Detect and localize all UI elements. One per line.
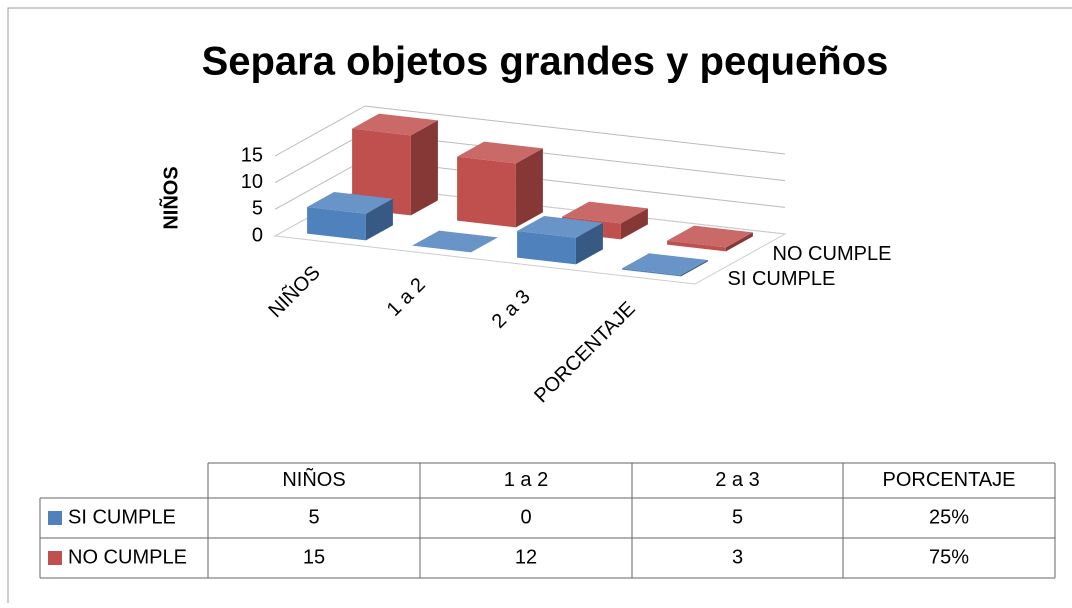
bar-top bbox=[307, 191, 393, 214]
bar-side bbox=[575, 222, 603, 265]
table-cell: 12 bbox=[515, 546, 537, 568]
y-tick-label: 0 bbox=[252, 224, 263, 246]
bar-group bbox=[457, 141, 543, 228]
table-header: 1 a 2 bbox=[504, 469, 548, 491]
y-tick-label: 10 bbox=[241, 171, 263, 193]
table-cell: 5 bbox=[308, 506, 319, 528]
bar-group bbox=[667, 225, 753, 252]
bar-group bbox=[622, 253, 708, 277]
legend-swatch bbox=[48, 551, 62, 565]
bar-side bbox=[620, 208, 648, 240]
y-axis-label: NIÑOS bbox=[159, 166, 182, 229]
legend-label: NO CUMPLE bbox=[68, 546, 187, 568]
bar-top bbox=[667, 225, 753, 248]
bar-side bbox=[515, 148, 543, 228]
table-cell: 3 bbox=[732, 546, 743, 568]
grid-line bbox=[274, 105, 786, 157]
table-cell: 15 bbox=[303, 546, 325, 568]
bar-top bbox=[412, 230, 498, 253]
bar bbox=[457, 156, 516, 228]
bar-group bbox=[517, 215, 603, 265]
y-tick-label: 15 bbox=[241, 144, 263, 166]
bar-side bbox=[680, 260, 708, 277]
bar bbox=[622, 268, 681, 277]
bar bbox=[307, 206, 366, 241]
chart-title: Separa objetos grandes y pequeños bbox=[202, 40, 889, 84]
table-cell: 0 bbox=[520, 506, 531, 528]
bar-side bbox=[725, 232, 753, 252]
bar-side bbox=[365, 198, 393, 241]
table-cell: 75% bbox=[929, 546, 969, 568]
bar-top bbox=[457, 141, 543, 164]
bar-top bbox=[622, 253, 708, 276]
table-header: 2 a 3 bbox=[715, 469, 759, 491]
series-label: SI CUMPLE bbox=[728, 268, 836, 290]
chart-border bbox=[7, 7, 1072, 608]
series-label: NO CUMPLE bbox=[773, 243, 892, 265]
table-cell: 5 bbox=[732, 506, 743, 528]
bar bbox=[517, 230, 576, 265]
bar-group bbox=[412, 230, 498, 253]
bar-top bbox=[517, 215, 603, 238]
bar-top bbox=[352, 113, 438, 136]
bar-group bbox=[307, 191, 393, 241]
table-header: NIÑOS bbox=[282, 467, 345, 491]
bar-top bbox=[562, 201, 648, 224]
bar-side bbox=[410, 120, 438, 216]
table-header: PORCENTAJE bbox=[883, 469, 1016, 491]
bar-group bbox=[352, 113, 438, 216]
legend-label: SI CUMPLE bbox=[68, 506, 176, 528]
legend-swatch bbox=[48, 511, 62, 525]
table-cell: 25% bbox=[929, 506, 969, 528]
bar bbox=[352, 128, 411, 216]
bar bbox=[667, 240, 726, 252]
y-tick-label: 5 bbox=[252, 198, 263, 220]
